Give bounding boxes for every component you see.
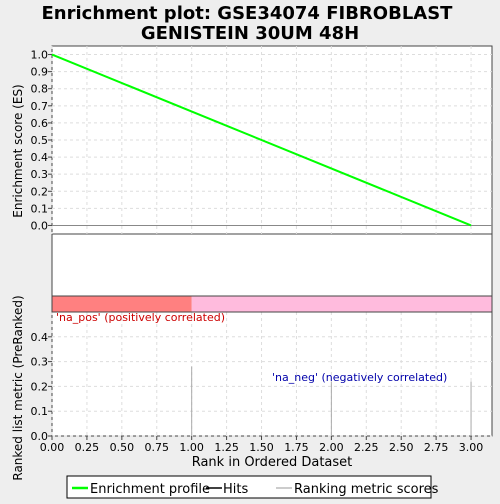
es-y-tick-label: 1.0 <box>31 49 49 62</box>
na-pos-annotation: 'na_pos' (positively correlated) <box>56 311 225 324</box>
es-y-tick-label: 0.9 <box>31 66 49 79</box>
legend-ranking-label: Ranking metric scores <box>294 482 439 497</box>
legend-box <box>66 475 432 499</box>
es-y-tick-label: 0.4 <box>31 151 49 164</box>
metric-panel <box>51 311 493 437</box>
hits-panel <box>51 233 493 297</box>
metric-y-tick-label: 0.1 <box>31 405 49 418</box>
x-tick-label: 1.50 <box>249 441 274 454</box>
es-y-tick-label: 0.3 <box>31 168 49 181</box>
x-tick-label: 1.25 <box>214 441 239 454</box>
chart-title-line-2: GENISTEIN 30UM 48H <box>141 23 359 44</box>
es-y-tick-label: 0.6 <box>31 117 49 130</box>
x-tick-label: 0.00 <box>40 441 65 454</box>
x-tick-label: 2.00 <box>319 441 344 454</box>
chart-title-line-1: Enrichment plot: GSE34074 FIBROBLAST <box>42 3 454 24</box>
heatbar-border <box>51 295 493 313</box>
es-y-tick-label: 0.7 <box>31 100 49 113</box>
x-axis-label: Rank in Ordered Dataset <box>192 455 353 470</box>
x-tick-label: 0.50 <box>110 441 135 454</box>
heatbar-positive <box>52 296 192 312</box>
legend-hits-label: Hits <box>223 482 248 497</box>
x-tick-label: 2.75 <box>424 441 449 454</box>
x-tick-label: 1.00 <box>179 441 204 454</box>
enrichment-profile-line <box>51 53 472 227</box>
metric-y-axis-label: Ranked list metric (PreRanked) <box>11 295 25 480</box>
x-tick-label: 3.00 <box>459 441 484 454</box>
x-tick-label: 0.75 <box>145 441 170 454</box>
es-y-tick-label: 0.8 <box>31 83 49 96</box>
x-tick-label: 1.75 <box>284 441 309 454</box>
es-y-axis-label: Enrichment score (ES) <box>11 84 25 217</box>
es-y-tick-label: 0.5 <box>31 134 49 147</box>
es-y-tick-label: 0.0 <box>31 219 49 232</box>
na-neg-annotation: 'na_neg' (negatively correlated) <box>272 371 447 384</box>
heatbar-negative <box>191 296 492 312</box>
x-tick-label: 0.25 <box>75 441 100 454</box>
metric-y-tick-label: 0.2 <box>31 380 49 393</box>
x-tick-label: 2.50 <box>389 441 414 454</box>
x-tick-label: 2.25 <box>354 441 379 454</box>
es-y-tick-label: 0.2 <box>31 185 49 198</box>
metric-y-tick-label: 0.3 <box>31 356 49 369</box>
es-y-tick-label: 0.1 <box>31 202 49 215</box>
legend-enrichment-label: Enrichment profile <box>90 482 210 497</box>
metric-y-tick-label: 0.4 <box>31 331 49 344</box>
metric-y-tick-label: 0.0 <box>31 430 49 443</box>
